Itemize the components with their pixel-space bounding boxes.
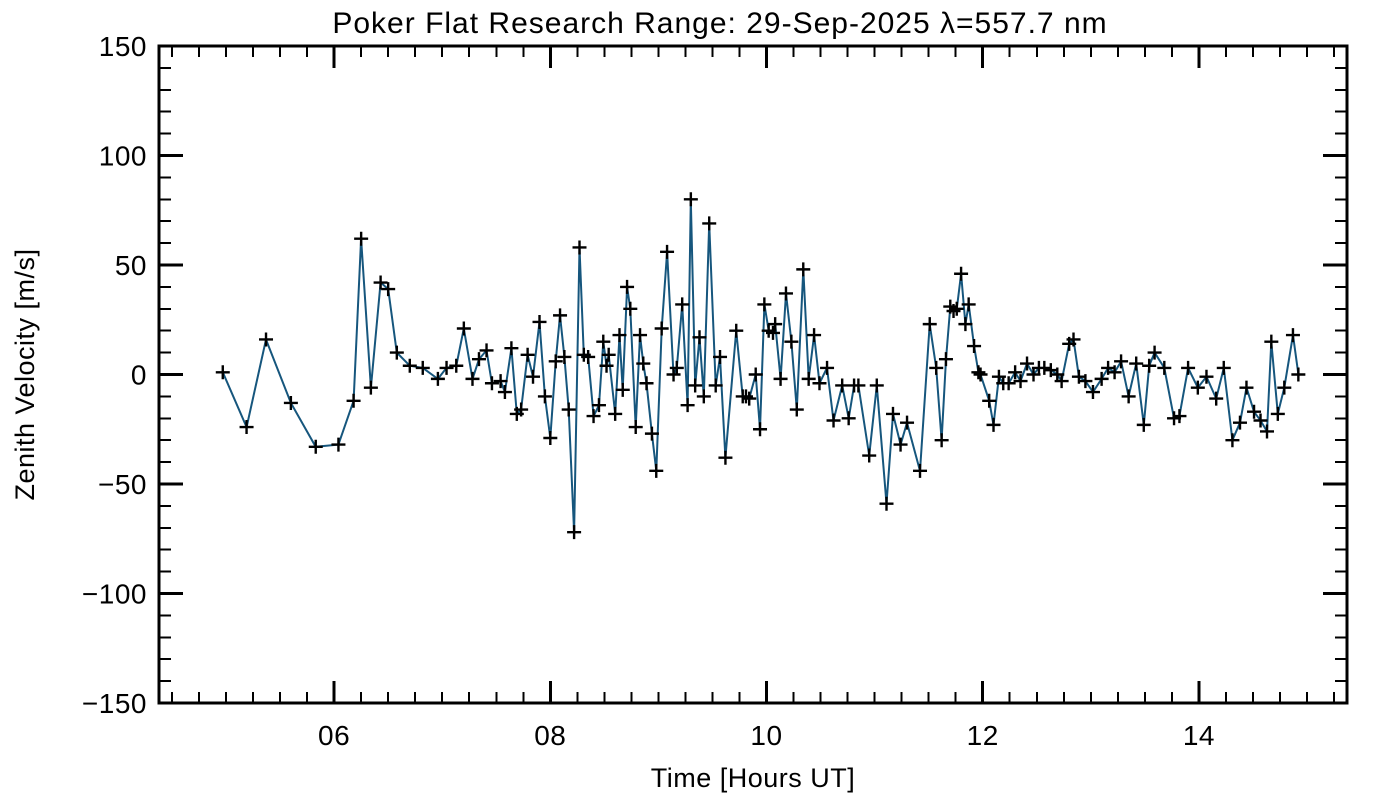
y-tick-label: −100 [82,579,147,610]
x-tick-label: 12 [967,720,999,751]
y-tick-label: −50 [98,469,147,500]
y-tick-label: 100 [99,141,147,172]
y-tick-label: 50 [115,250,147,281]
x-tick-label: 06 [318,720,350,751]
y-axis-title: Zenith Velocity [m/s] [10,248,40,500]
y-tick-label: 150 [99,31,147,62]
plus-markers-zenith-velocity [215,192,1306,540]
x-axis-title: Time [Hours UT] [651,763,856,793]
chart-title: Poker Flat Research Range: 29-Sep-2025 λ… [332,7,1107,40]
x-tick-label: 08 [534,720,566,751]
x-tick-label: 14 [1183,720,1215,751]
y-tick-label: −150 [82,688,147,719]
y-tick-label: 0 [131,360,147,391]
x-tick-label: 10 [750,720,782,751]
